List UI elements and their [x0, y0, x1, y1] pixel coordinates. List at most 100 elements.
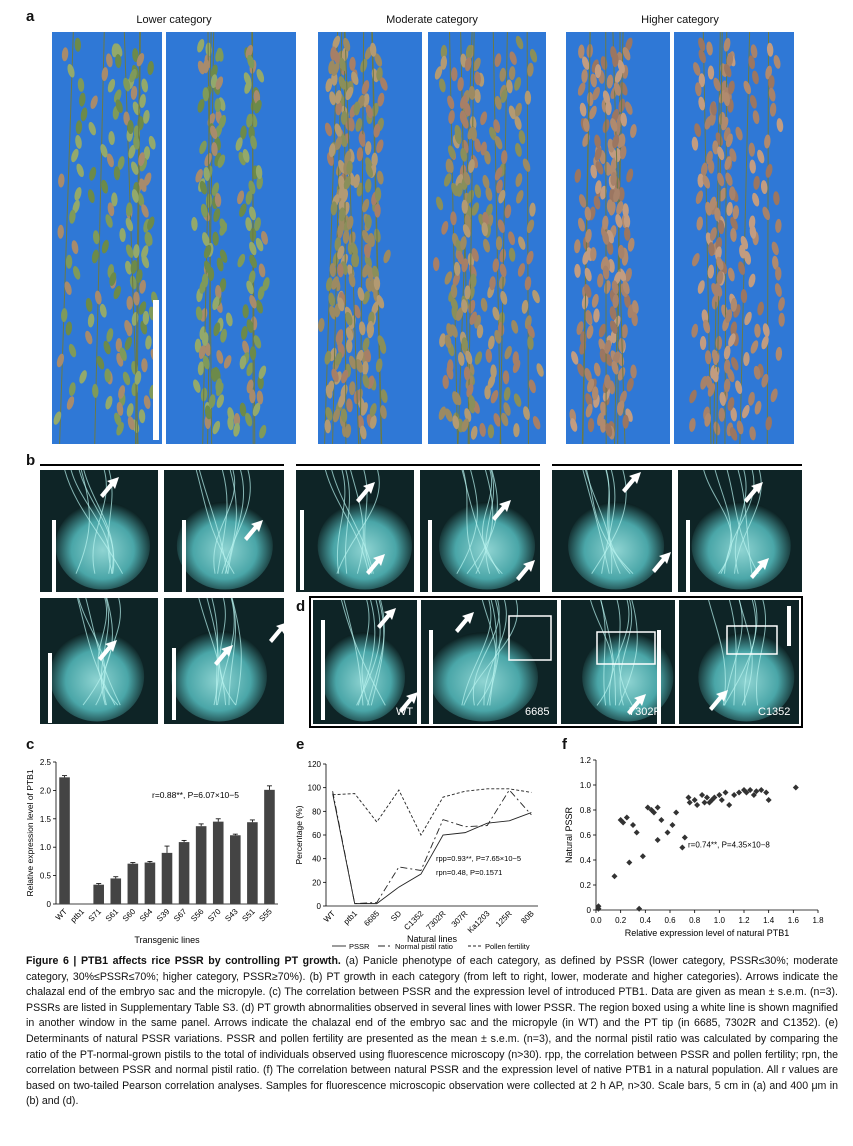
rice-grain: [138, 301, 147, 315]
rice-grain: [113, 89, 122, 103]
rice-grain: [249, 254, 257, 269]
scatter-point: [753, 788, 760, 795]
rice-grain: [66, 396, 75, 410]
rice-grain: [61, 47, 69, 62]
rice-grain: [349, 56, 356, 71]
rice-grain: [749, 94, 757, 109]
pollen-tube: [461, 470, 500, 574]
rice-grain: [374, 203, 381, 218]
rice-grain: [704, 412, 712, 427]
rice-grain: [118, 385, 126, 399]
scatter-point: [708, 797, 715, 803]
rice-grain: [699, 336, 707, 351]
rice-grain: [585, 228, 592, 243]
rice-grain: [107, 78, 116, 93]
rice-grain: [529, 202, 536, 217]
rice-grain: [748, 55, 756, 70]
pollen-tube: [217, 470, 228, 574]
rice-grain: [249, 241, 257, 256]
rice-grain: [769, 102, 777, 117]
rice-grain: [332, 408, 340, 423]
ovary: [55, 501, 150, 590]
x-tick-label: WT: [54, 907, 69, 922]
x-tick-label: ptb1: [69, 907, 87, 925]
legend-label: PSSR: [349, 942, 370, 950]
y-tick-label: 0: [587, 906, 592, 915]
rice-grain: [380, 389, 388, 403]
panicle-photo-lower-2: [166, 32, 296, 444]
rice-grain: [484, 150, 491, 165]
rice-grain: [71, 148, 79, 163]
x-tick-label: S43: [223, 907, 240, 924]
rice-grain: [136, 52, 145, 67]
rice-grain: [753, 365, 761, 380]
rice-grain: [105, 214, 113, 228]
rice-grain: [338, 207, 346, 222]
rice-grain: [129, 68, 137, 83]
rice-grain: [717, 146, 725, 161]
scatter-point: [792, 784, 799, 791]
rice-grain: [203, 244, 212, 259]
rice-grain: [343, 176, 351, 190]
rice-grain: [350, 242, 358, 256]
rice-grain: [341, 369, 349, 384]
rice-grain: [730, 216, 738, 231]
rice-grain: [627, 237, 635, 252]
rice-grain: [518, 236, 526, 250]
rice-grain: [488, 335, 495, 350]
rice-grain: [606, 74, 614, 89]
series-line-pollen-fertility: [332, 788, 532, 836]
magnified-region-box: [726, 625, 778, 655]
rice-grain: [504, 204, 512, 219]
rice-grain: [346, 398, 353, 413]
scatter-point: [722, 789, 729, 796]
pollen-tube: [591, 470, 627, 574]
rice-grain: [613, 188, 620, 203]
bar: [195, 826, 207, 904]
photo-background: [166, 32, 296, 444]
rice-grain: [500, 89, 508, 103]
rice-grain: [139, 178, 147, 192]
rice-grain: [727, 397, 735, 411]
rice-grain: [145, 231, 153, 246]
rice-grain: [474, 89, 481, 103]
scatter-point: [743, 789, 750, 796]
rice-grain: [630, 364, 637, 379]
rice-grain: [772, 255, 779, 270]
rice-grain: [584, 267, 592, 282]
bar: [144, 862, 156, 904]
rice-grain: [764, 134, 771, 149]
scale-bar: [657, 630, 661, 724]
rice-grain: [373, 276, 381, 291]
magnified-region-box: [508, 615, 552, 661]
rice-grain: [227, 416, 234, 431]
rice-grain: [440, 44, 448, 59]
rice-grain: [92, 230, 100, 245]
rice-grain: [239, 355, 247, 370]
rice-grain: [707, 159, 715, 174]
rice-grain: [361, 81, 369, 95]
rice-grain: [604, 340, 612, 354]
category-label-lower: Lower category: [136, 14, 212, 26]
fluorescence-image-d-6685: [421, 600, 557, 724]
rice-grain: [459, 95, 468, 109]
scatter-point: [758, 787, 765, 793]
rice-grain: [91, 249, 99, 264]
rice-grain: [111, 192, 118, 207]
rice-grain: [141, 78, 149, 93]
rice-grain: [768, 87, 776, 102]
pollen-tube: [64, 470, 124, 574]
rice-grain: [481, 222, 489, 237]
scatter-point: [626, 859, 633, 866]
rice-grain: [100, 144, 108, 158]
rice-grain: [578, 194, 587, 208]
rice-grain: [748, 142, 756, 157]
rice-grain: [245, 412, 253, 427]
y-tick-label: 0.5: [40, 872, 52, 881]
rice-grain: [356, 147, 364, 162]
pollen-tube: [221, 470, 251, 574]
rice-grain: [701, 309, 709, 324]
pollen-tube: [345, 470, 350, 574]
scatter-point: [750, 792, 757, 798]
rice-grain: [109, 272, 117, 286]
